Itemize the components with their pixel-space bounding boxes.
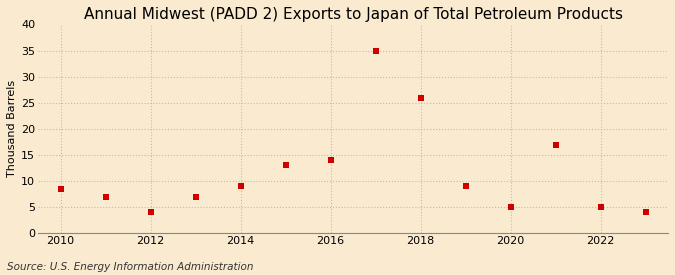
Point [235, 184, 246, 188]
Point [415, 95, 426, 100]
Point [370, 48, 381, 53]
Point [55, 187, 66, 191]
Y-axis label: Thousand Barrels: Thousand Barrels [7, 80, 17, 177]
Point [640, 210, 651, 214]
Point [595, 205, 606, 209]
Point [505, 205, 516, 209]
Point [280, 163, 291, 168]
Point [190, 194, 201, 199]
Point [100, 194, 111, 199]
Point [325, 158, 336, 163]
Point [550, 142, 561, 147]
Point [460, 184, 471, 188]
Point [145, 210, 156, 214]
Text: Source: U.S. Energy Information Administration: Source: U.S. Energy Information Administ… [7, 262, 253, 272]
Title: Annual Midwest (PADD 2) Exports to Japan of Total Petroleum Products: Annual Midwest (PADD 2) Exports to Japan… [84, 7, 622, 22]
